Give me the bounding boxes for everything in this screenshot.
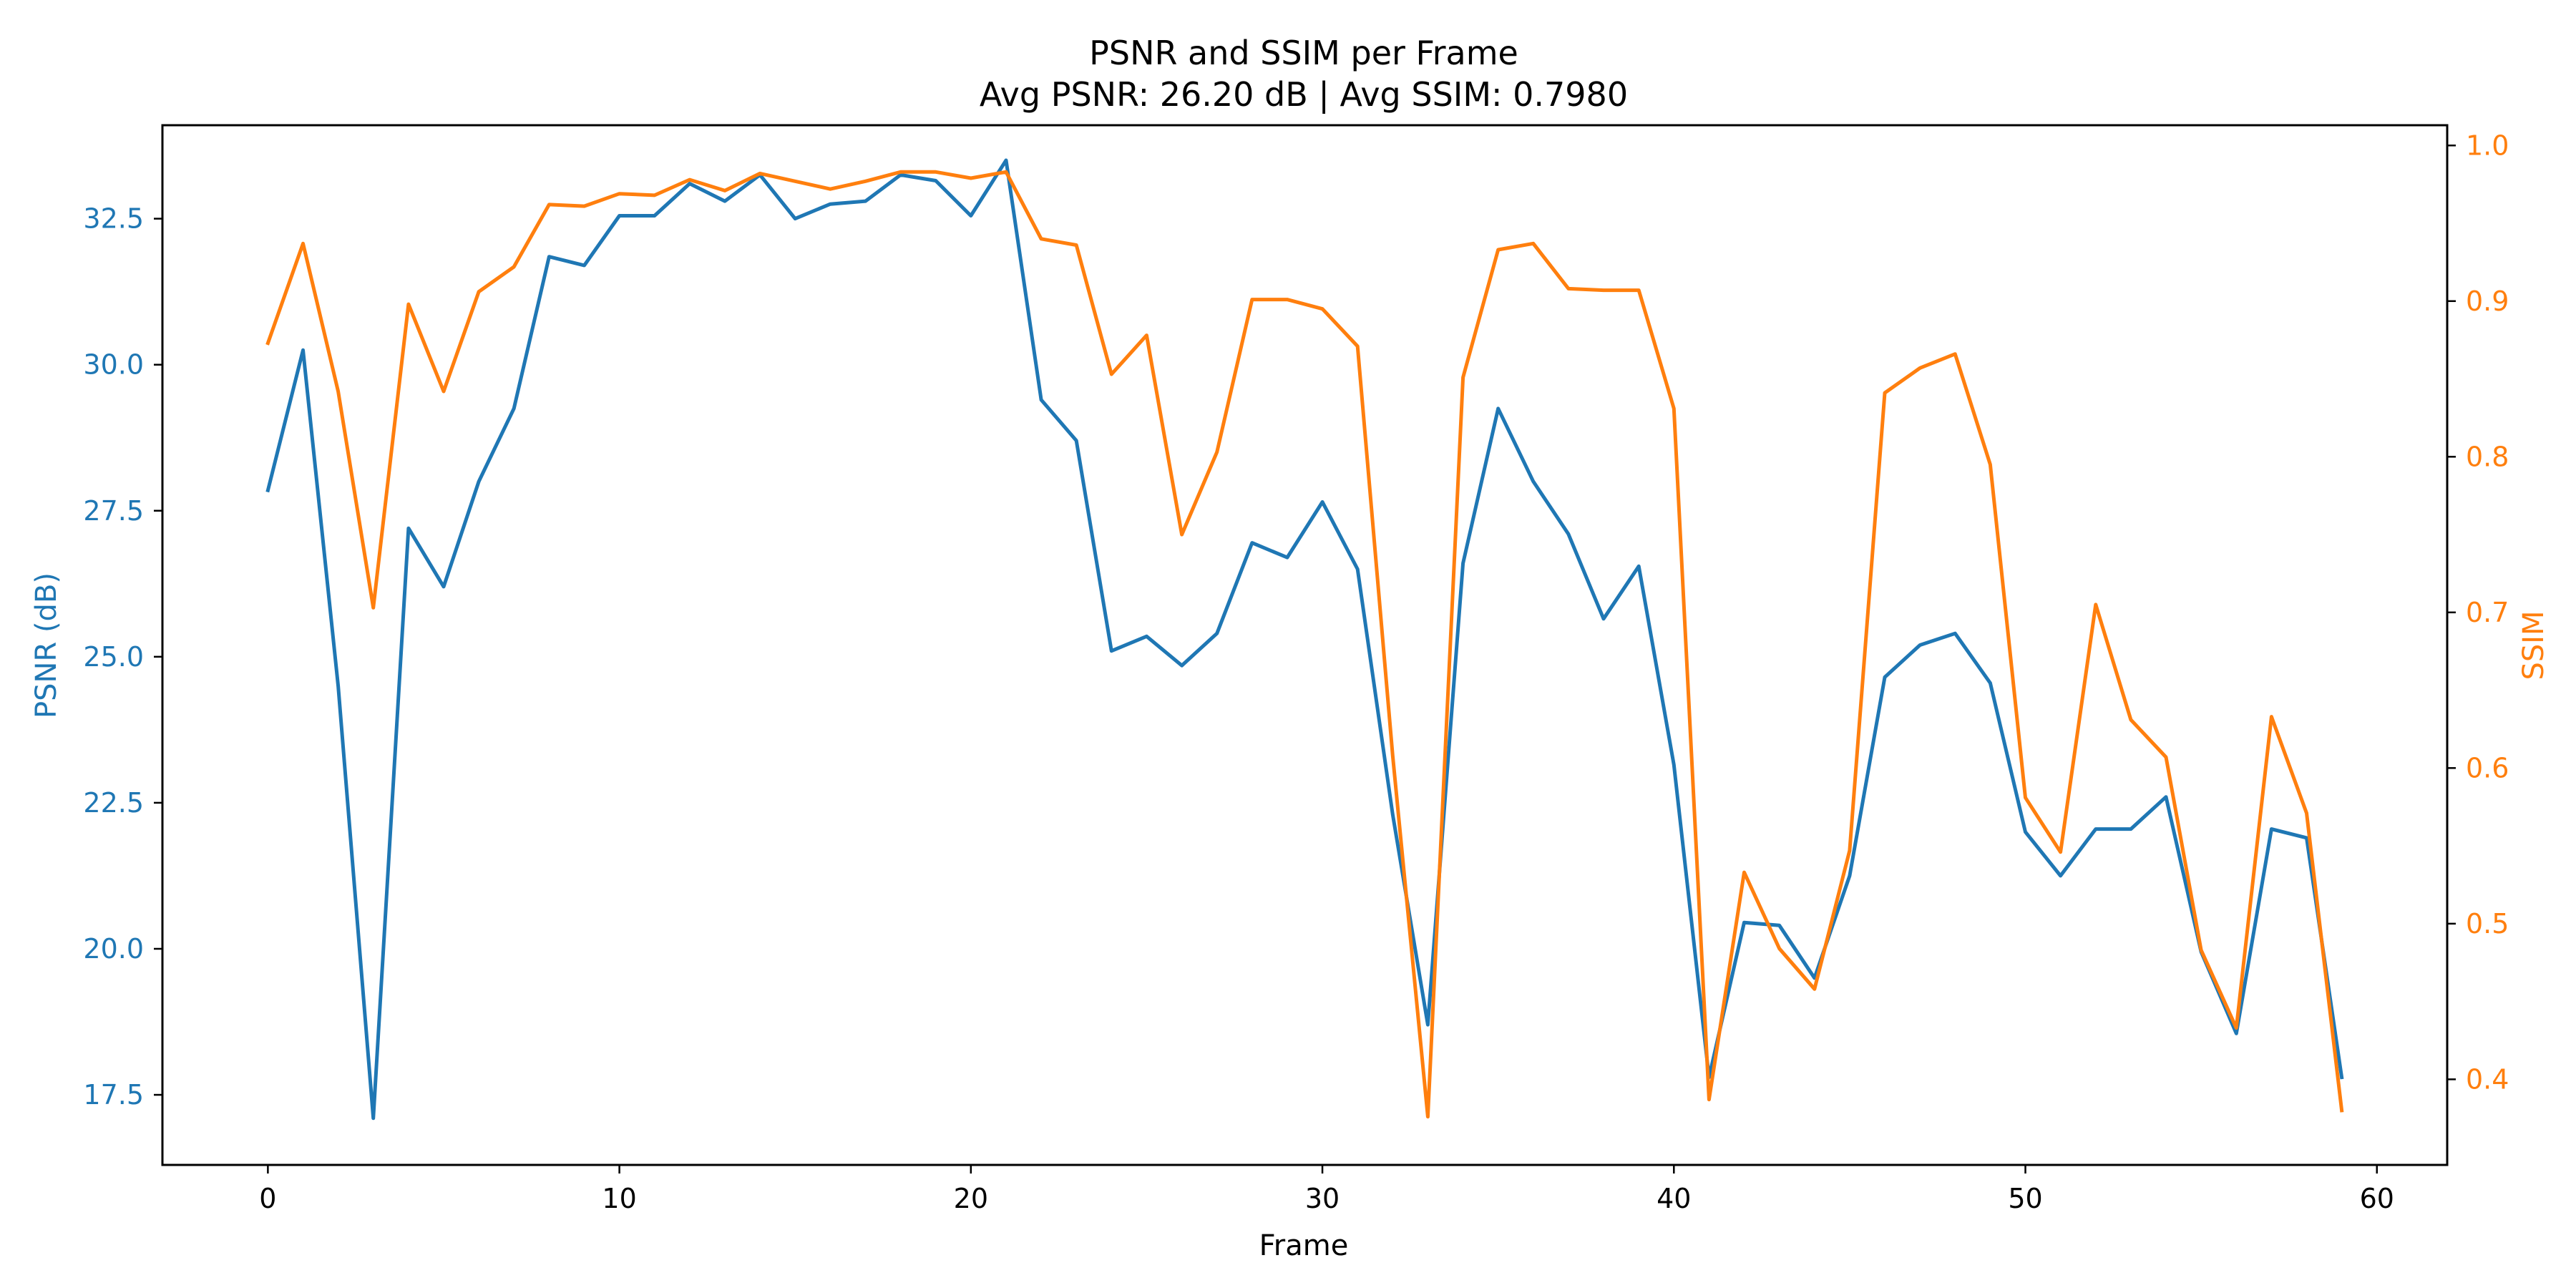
y-right-tick-label: 0.4 [2466, 1063, 2509, 1095]
x-tick-label: 60 [2360, 1183, 2394, 1214]
y-left-tick-label: 20.0 [83, 933, 144, 965]
y-right-tick-label: 0.6 [2466, 752, 2509, 784]
y-left-tick-label: 27.5 [83, 495, 144, 527]
y-right-tick-label: 0.8 [2466, 441, 2509, 472]
y-left-tick-label: 22.5 [83, 787, 144, 819]
x-tick-label: 0 [259, 1183, 276, 1214]
y-left-axis-label: PSNR (dB) [30, 572, 63, 718]
y-right-axis-label: SSIM [2517, 610, 2550, 680]
chart-subtitle: Avg PSNR: 26.20 dB | Avg SSIM: 0.7980 [980, 75, 1628, 114]
y-left-tick-label: 25.0 [83, 641, 144, 673]
ssim-series-line [265, 170, 2344, 1119]
y-right-tick-label: 0.9 [2466, 286, 2509, 317]
y-left-tick-label: 30.0 [83, 349, 144, 381]
y-right-tick-label: 0.5 [2466, 908, 2509, 940]
psnr-series-line [265, 158, 2344, 1121]
y-left-tick-label: 32.5 [83, 203, 144, 235]
x-tick-label: 50 [2008, 1183, 2042, 1214]
chart-title: PSNR and SSIM per Frame [1089, 34, 1518, 72]
y-left-tick-label: 17.5 [83, 1079, 144, 1111]
x-tick-label: 40 [1657, 1183, 1691, 1214]
plot-marks: 0 10 20 30 40 50 60 17.5 20.0 22.5 25.0 27.5 30.0 32.… [83, 130, 2509, 1214]
x-axis-label: Frame [1259, 1229, 1349, 1262]
y-right-tick-label: 1.0 [2466, 130, 2509, 161]
x-tick-label: 20 [954, 1183, 988, 1214]
y-right-tick-label: 0.7 [2466, 597, 2509, 628]
x-tick-label: 30 [1305, 1183, 1340, 1214]
x-tick-label: 10 [602, 1183, 636, 1214]
plot-frame [161, 124, 2449, 1166]
